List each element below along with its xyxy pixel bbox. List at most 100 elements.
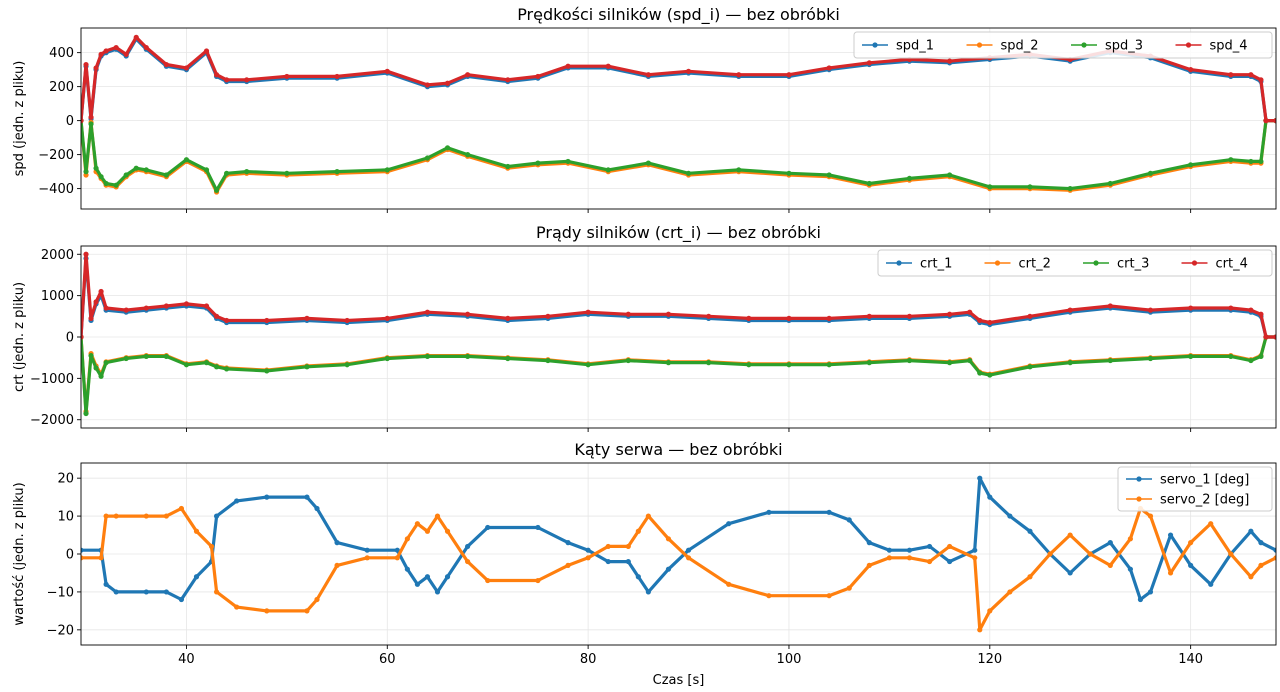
data-point: [645, 589, 651, 595]
y-tick-label: −1000: [30, 372, 74, 387]
legend: servo_1 [deg] servo_2 [deg]: [1117, 466, 1273, 512]
data-point: [183, 65, 190, 71]
data-point: [1273, 334, 1276, 340]
data-point: [203, 360, 210, 366]
data-point: [384, 167, 390, 173]
data-point: [1067, 570, 1073, 576]
data-point: [786, 315, 792, 321]
data-point: [866, 313, 872, 319]
data-point: [434, 589, 441, 595]
data-point: [304, 364, 310, 370]
legend-label: spd_1: [896, 39, 934, 54]
legend-label: crt_2: [1019, 257, 1051, 272]
data-point: [103, 48, 109, 54]
data-point: [113, 589, 119, 595]
data-point: [183, 301, 190, 307]
data-point: [93, 365, 99, 371]
y-tick-label: 0: [66, 548, 74, 563]
data-point: [143, 167, 149, 173]
data-point: [123, 307, 129, 313]
data-point: [977, 370, 983, 376]
data-point: [706, 313, 712, 319]
data-point: [826, 362, 832, 368]
data-point: [103, 305, 109, 311]
legend-marker: [1185, 42, 1192, 48]
data-point: [1067, 532, 1073, 538]
data-point: [113, 44, 119, 51]
y-tick-label: −400: [38, 182, 74, 197]
data-point: [264, 608, 270, 614]
series-line-crt-4: [81, 252, 1276, 339]
data-point: [1107, 357, 1113, 364]
data-point: [103, 360, 109, 366]
data-point: [93, 165, 99, 171]
series-line-spd-2: [81, 118, 1276, 194]
data-point: [947, 172, 953, 178]
data-point: [213, 589, 220, 595]
data-point: [213, 513, 220, 519]
data-point: [1007, 589, 1013, 595]
data-point: [535, 73, 541, 80]
data-point: [605, 543, 611, 550]
data-point: [444, 145, 451, 151]
data-point: [98, 373, 104, 379]
y-tick-label: 10: [57, 510, 74, 525]
data-point: [1147, 513, 1154, 519]
data-point: [846, 517, 852, 523]
data-point: [866, 360, 872, 366]
data-point: [334, 169, 340, 175]
legend: spd_1 spd_2 spd_3 spd_4: [853, 31, 1273, 59]
data-point: [244, 169, 250, 175]
legend-label: crt_3: [1117, 257, 1149, 272]
data-point: [264, 368, 270, 374]
y-tick-label: 0: [66, 331, 74, 346]
x-tick-label: 140: [1178, 652, 1203, 667]
data-point: [505, 163, 511, 170]
axes-frame: [80, 27, 1277, 210]
data-point: [424, 82, 431, 88]
data-point: [1107, 303, 1113, 309]
legend-label: crt_4: [1216, 257, 1248, 272]
data-point: [545, 357, 551, 364]
data-point: [866, 60, 872, 66]
data-point: [81, 334, 84, 340]
data-point: [123, 172, 129, 178]
data-point: [394, 547, 400, 553]
data-point: [224, 317, 230, 324]
data-point: [786, 362, 792, 368]
data-point: [866, 540, 872, 546]
data-point: [123, 355, 129, 362]
data-point: [665, 360, 672, 366]
data-point: [1167, 570, 1174, 576]
data-point: [726, 581, 732, 587]
data-point: [465, 543, 471, 550]
series-line-servo-1-deg-: [81, 476, 1276, 602]
servo-panel: −20 −10 0 10 20 40 60 80 100 120 140 Kąty serwa — b…: [12, 440, 1277, 688]
data-point: [1047, 551, 1053, 557]
series-line-crt-2: [81, 335, 1276, 414]
data-point: [625, 311, 631, 317]
data-point: [143, 353, 149, 360]
data-point: [143, 305, 149, 311]
data-point: [83, 251, 89, 257]
data-point: [83, 169, 89, 175]
legend-marker: [1136, 496, 1142, 502]
data-point: [193, 574, 200, 580]
data-point: [465, 353, 471, 360]
data-point: [465, 152, 471, 158]
legend-marker: [872, 42, 878, 48]
data-point: [1188, 162, 1194, 168]
data-point: [1248, 528, 1254, 534]
data-point: [906, 555, 913, 561]
data-point: [535, 160, 541, 166]
data-point: [424, 353, 431, 360]
data-point: [886, 555, 892, 561]
x-tick-label: 60: [379, 652, 396, 667]
data-point: [1087, 551, 1093, 557]
x-tick-label: 40: [178, 652, 195, 667]
data-point: [1107, 180, 1113, 187]
data-point: [665, 566, 672, 572]
data-point: [334, 73, 340, 80]
data-point: [93, 299, 99, 305]
legend-label: servo_2 [deg]: [1160, 493, 1249, 508]
